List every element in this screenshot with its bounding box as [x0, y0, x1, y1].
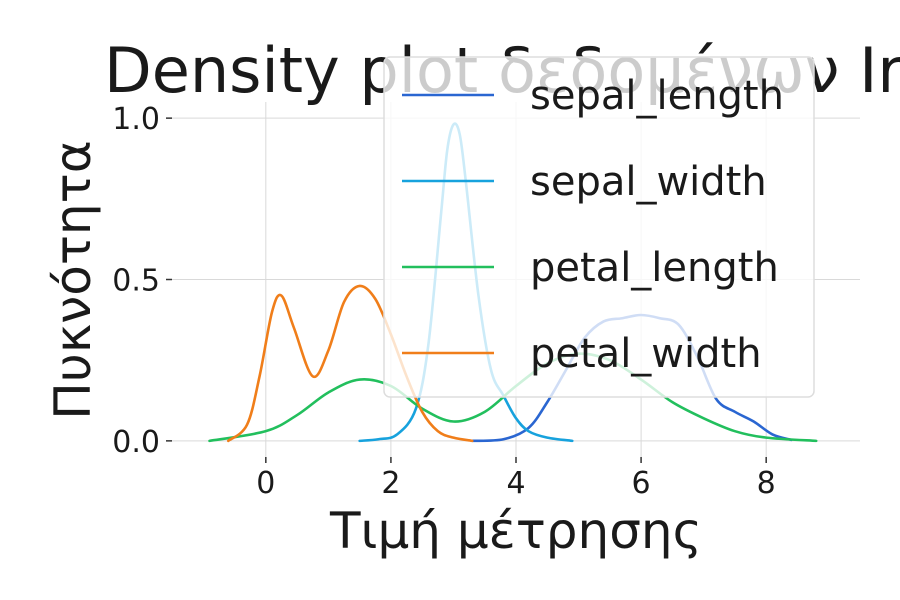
x-tick-label: 6: [632, 466, 651, 501]
legend-label-sepal-length: sepal_length: [530, 73, 784, 119]
x-tick-label: 2: [381, 466, 400, 501]
y-tick-label: 0.5: [112, 264, 160, 299]
legend-label-petal-length: petal_length: [530, 245, 779, 291]
x-axis-title: Τιμή μέτρησης: [329, 502, 702, 560]
legend: sepal_length sepal_width petal_lengthpetal…: [383, 56, 815, 398]
x-tick-label: 4: [506, 466, 525, 501]
y-tick-label: 0.0: [112, 425, 160, 460]
x-tick-label: 0: [256, 466, 275, 501]
y-tick-label: 1.0: [112, 102, 160, 137]
axis-ticks: 0 2 4 6 8 0.0 0.5 1.0: [112, 102, 775, 501]
legend-items: sepal_length sepal_width petal_lengthpetal…: [402, 73, 784, 377]
legend-box: [383, 56, 815, 398]
legend-label-petal-width: petal_width: [530, 331, 762, 377]
series-line-petal-width: [226, 284, 474, 443]
x-tick-label: 8: [757, 466, 776, 501]
y-axis-title: Πυκνότητα: [44, 140, 102, 419]
legend-label-sepal-width: sepal_width: [530, 159, 767, 205]
